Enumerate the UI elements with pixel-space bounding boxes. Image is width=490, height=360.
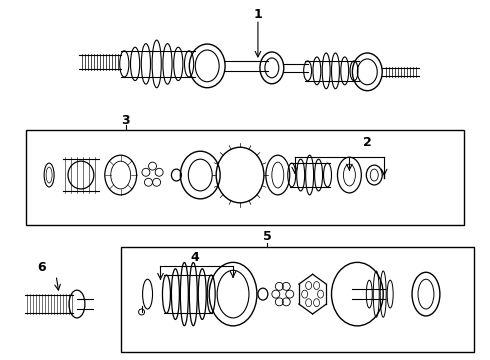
Text: 3: 3 — [122, 114, 130, 127]
Bar — [26, 130, 464, 225]
Text: 6: 6 — [37, 261, 46, 274]
Text: 5: 5 — [263, 230, 271, 243]
Text: 1: 1 — [253, 8, 262, 21]
Text: 2: 2 — [363, 136, 372, 149]
Bar — [121, 247, 474, 352]
Text: 4: 4 — [191, 251, 199, 264]
